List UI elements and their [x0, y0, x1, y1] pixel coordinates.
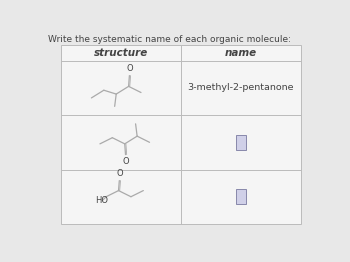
Text: structure: structure	[94, 48, 148, 58]
Text: HO: HO	[95, 196, 108, 205]
Text: name: name	[225, 48, 257, 58]
Bar	[236, 135, 246, 150]
Text: 3-methyl-2-pentanone: 3-methyl-2-pentanone	[187, 83, 294, 92]
Bar	[236, 189, 246, 204]
Text: Write the systematic name of each organic molecule:: Write the systematic name of each organi…	[48, 35, 290, 44]
Text: O: O	[123, 157, 130, 166]
Text: O: O	[127, 64, 133, 73]
Text: O: O	[117, 169, 124, 178]
Bar	[61, 45, 301, 224]
